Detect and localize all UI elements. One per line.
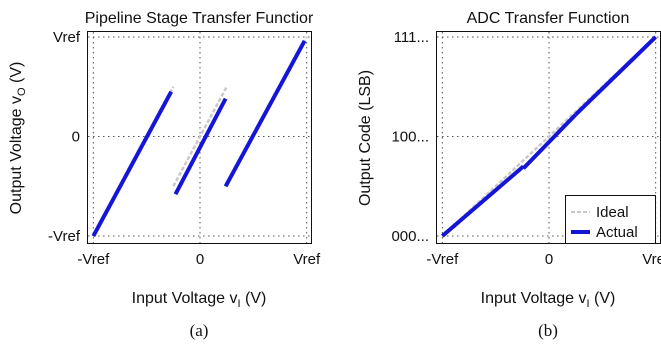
adc-transfer-chart: ADC Transfer Function -Vref 0 Vref 000... 10… [357, 10, 661, 340]
x-axis-label: Input Voltage vI (V) [481, 290, 616, 310]
y-tick-label: 000... [391, 228, 429, 245]
legend-box [565, 195, 656, 244]
series-layer [441, 35, 658, 238]
x-tick-label: Vref [642, 251, 661, 268]
actual-segment-2 [521, 113, 578, 170]
legend: Ideal Actual [565, 195, 656, 244]
tick-labels: -Vref 0 Vref -Vref 0 Vref [48, 29, 321, 268]
panel-label: (a) [190, 321, 209, 340]
tick-labels: -Vref 0 Vref 000... 100... 111... [391, 29, 661, 268]
panel-label: (b) [538, 321, 558, 340]
y-tick-label: 111... [394, 29, 429, 46]
y-axis-label: Output Voltage vO (V) [8, 62, 28, 215]
y-tick-label: -Vref [48, 228, 81, 245]
actual-segment-3 [223, 40, 307, 188]
y-tick-label: 0 [72, 129, 80, 146]
plot-frame [87, 31, 312, 244]
actual-segment-3 [574, 35, 658, 117]
x-tick-label: -Vref [77, 251, 110, 268]
y-tick-label: 100... [391, 129, 429, 146]
legend-actual-label: Actual [596, 224, 638, 241]
chart-title: ADC Transfer Function [467, 10, 630, 27]
y-axis-label: Output Code (LSB) [357, 70, 374, 206]
chart-title: Pipeline Stage Transfer Functior [85, 10, 314, 27]
actual-segment-1 [441, 164, 525, 238]
actual-segment-2 [173, 97, 228, 196]
y-tick-label: Vref [53, 29, 81, 46]
actual-segment-1 [91, 90, 173, 237]
legend-ideal-label: Ideal [596, 204, 629, 221]
series-layer [91, 36, 308, 237]
ideal-segment-2 [172, 86, 228, 187]
x-tick-label: 0 [545, 251, 553, 268]
x-tick-label: Vref [293, 251, 321, 268]
x-tick-label: 0 [196, 251, 204, 268]
x-axis-label: Input Voltage vI (V) [132, 290, 267, 310]
x-tick-label: -Vref [426, 251, 459, 268]
pipeline-stage-chart: Pipeline Stage Transfer Functior -Vref 0 V… [8, 10, 321, 340]
